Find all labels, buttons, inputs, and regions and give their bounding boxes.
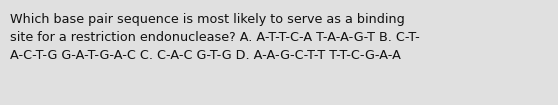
Text: Which base pair sequence is most likely to serve as a binding
site for a restric: Which base pair sequence is most likely …	[10, 13, 420, 62]
